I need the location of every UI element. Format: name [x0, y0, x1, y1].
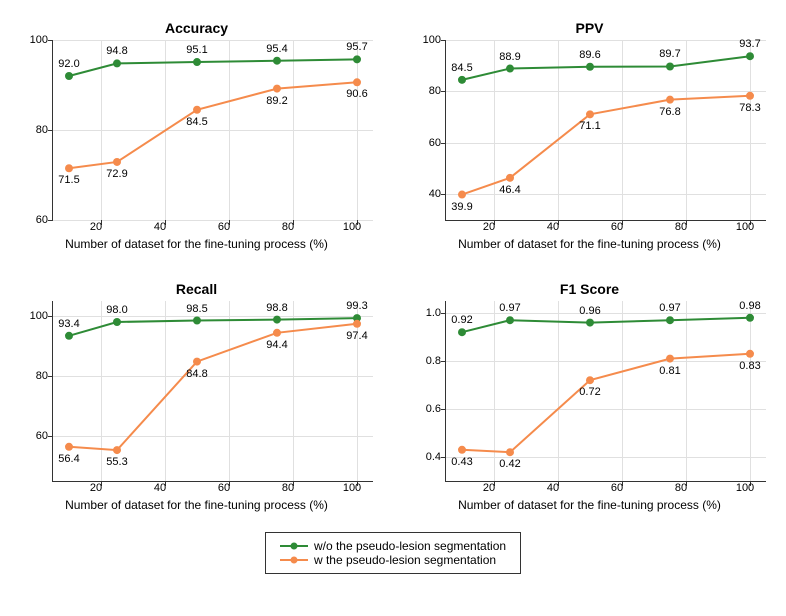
data-label: 0.72	[579, 386, 600, 398]
chart-title: F1 Score	[413, 281, 766, 297]
y-axis-labels: 406080100	[413, 40, 445, 220]
data-label: 0.42	[499, 458, 520, 470]
chart-title: Recall	[20, 281, 373, 297]
legend-label-b: w the pseudo-lesion segmentation	[314, 553, 496, 567]
plot-area: 93.4 98.0 98.5 98.8 99.3 56.4 55.3 84.8 94.4 97.4	[52, 301, 373, 482]
chart-panel: PPV 406080100 84.5 88.9 89.6 89.7 93.7 39.9 46.4…	[413, 20, 766, 251]
data-label: 98.0	[106, 304, 127, 316]
data-label: 0.81	[659, 365, 680, 377]
chart-panel: F1 Score 0.40.60.81.0 0.92 0.97 0.96 0.97 0.98…	[413, 281, 766, 512]
data-label: 0.98	[739, 300, 760, 312]
chart-title: Accuracy	[20, 20, 373, 36]
chart-panel: Accuracy608010092.094.895.195.495.771.57…	[20, 20, 373, 251]
x-axis-labels: 20406080100	[441, 221, 761, 235]
data-label: 84.8	[186, 368, 207, 380]
data-label: 98.5	[186, 303, 207, 315]
x-axis-labels: 20406080100	[48, 221, 368, 235]
data-label: 0.83	[739, 360, 760, 372]
data-label: 98.8	[266, 302, 287, 314]
data-label: 71.5	[58, 174, 79, 186]
data-label: 46.4	[499, 184, 520, 196]
data-label: 56.4	[58, 453, 79, 465]
data-label: 93.4	[58, 318, 79, 330]
x-axis-title: Number of dataset for the fine-tuning pr…	[20, 498, 373, 512]
data-label: 95.7	[346, 41, 367, 53]
data-label: 55.3	[106, 456, 127, 468]
data-label: 71.1	[579, 120, 600, 132]
x-axis-labels: 20406080100	[48, 482, 368, 496]
plot-area: 0.92 0.97 0.96 0.97 0.98 0.43 0.42 0.72 0.81 0.83	[445, 301, 766, 482]
y-axis-labels: 6080100	[20, 301, 52, 481]
data-label: 84.5	[186, 116, 207, 128]
data-label: 89.2	[266, 95, 287, 107]
data-label: 0.97	[659, 302, 680, 314]
data-label: 88.9	[499, 51, 520, 63]
plot-area: 92.0 94.8 95.1 95.4 95.7 71.5 72.9 84.5 89.2 90.6	[52, 40, 373, 221]
data-label: 76.8	[659, 106, 680, 118]
data-label: 72.9	[106, 168, 127, 180]
data-label: 89.6	[579, 49, 600, 61]
data-label: 97.4	[346, 330, 367, 342]
data-label: 90.6	[346, 88, 367, 100]
data-label: 94.4	[266, 339, 287, 351]
x-axis-title: Number of dataset for the fine-tuning pr…	[413, 498, 766, 512]
data-label: 95.1	[186, 44, 207, 56]
chart-title: PPV	[413, 20, 766, 36]
data-label: 39.9	[451, 201, 472, 213]
x-axis-title: Number of dataset for the fine-tuning pr…	[20, 237, 373, 251]
legend-label-a: w/o the pseudo-lesion segmentation	[314, 539, 506, 553]
data-label: 78.3	[739, 102, 760, 114]
data-label: 84.5	[451, 62, 472, 74]
plot-area: 84.5 88.9 89.6 89.7 93.7 39.9 46.4 71.1 76.8 78.3	[445, 40, 766, 221]
x-axis-title: Number of dataset for the fine-tuning pr…	[413, 237, 766, 251]
y-axis-labels: 0.40.60.81.0	[413, 301, 445, 481]
data-label: 95.4	[266, 43, 287, 55]
legend-item-b: w the pseudo-lesion segmentation	[280, 553, 506, 567]
data-label: 89.7	[659, 48, 680, 60]
legend-item-a: w/o the pseudo-lesion segmentation	[280, 539, 506, 553]
data-label: 92.0	[58, 58, 79, 70]
chart-panel: Recall 6080100 93.4 98.0 98.5 98.8 99.3 56.4 55.…	[20, 281, 373, 512]
data-label: 93.7	[739, 38, 760, 50]
data-label: 0.97	[499, 302, 520, 314]
data-label: 0.92	[451, 314, 472, 326]
legend: w/o the pseudo-lesion segmentation w the…	[265, 532, 521, 574]
data-label: 94.8	[106, 45, 127, 57]
chart-grid: Accuracy 6080100 92.0 94.8 95.1 95.4 95.7 71.5 7…	[20, 20, 766, 512]
data-label: 0.43	[451, 456, 472, 468]
data-label: 99.3	[346, 300, 367, 312]
data-label: 0.96	[579, 305, 600, 317]
x-axis-labels: 20406080100	[441, 482, 761, 496]
